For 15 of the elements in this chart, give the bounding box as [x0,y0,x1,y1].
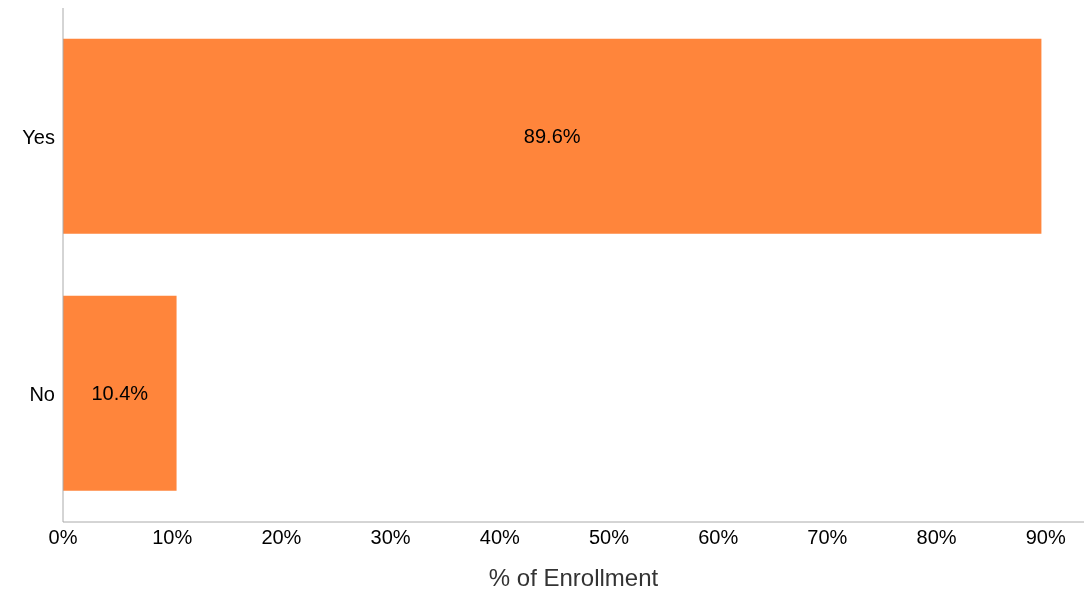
x-axis-title: % of Enrollment [488,564,659,591]
x-tick-label: 80% [916,526,957,549]
data-label: 89.6% [523,125,581,148]
data-label: 10.4% [91,382,149,405]
x-tick-label: 20% [261,526,302,549]
x-tick-label: 60% [698,526,739,549]
x-tick-label: 0% [48,526,78,549]
x-tick-label: 30% [370,526,411,549]
x-tick-label: 10% [152,526,193,549]
x-tick-label: 70% [807,526,848,549]
y-tick-label: Yes [22,125,55,148]
x-tick-label: 50% [588,526,630,549]
x-tick-label: 90% [1025,526,1067,549]
y-tick-label: No [29,382,55,405]
x-tick-label: 40% [479,526,521,549]
